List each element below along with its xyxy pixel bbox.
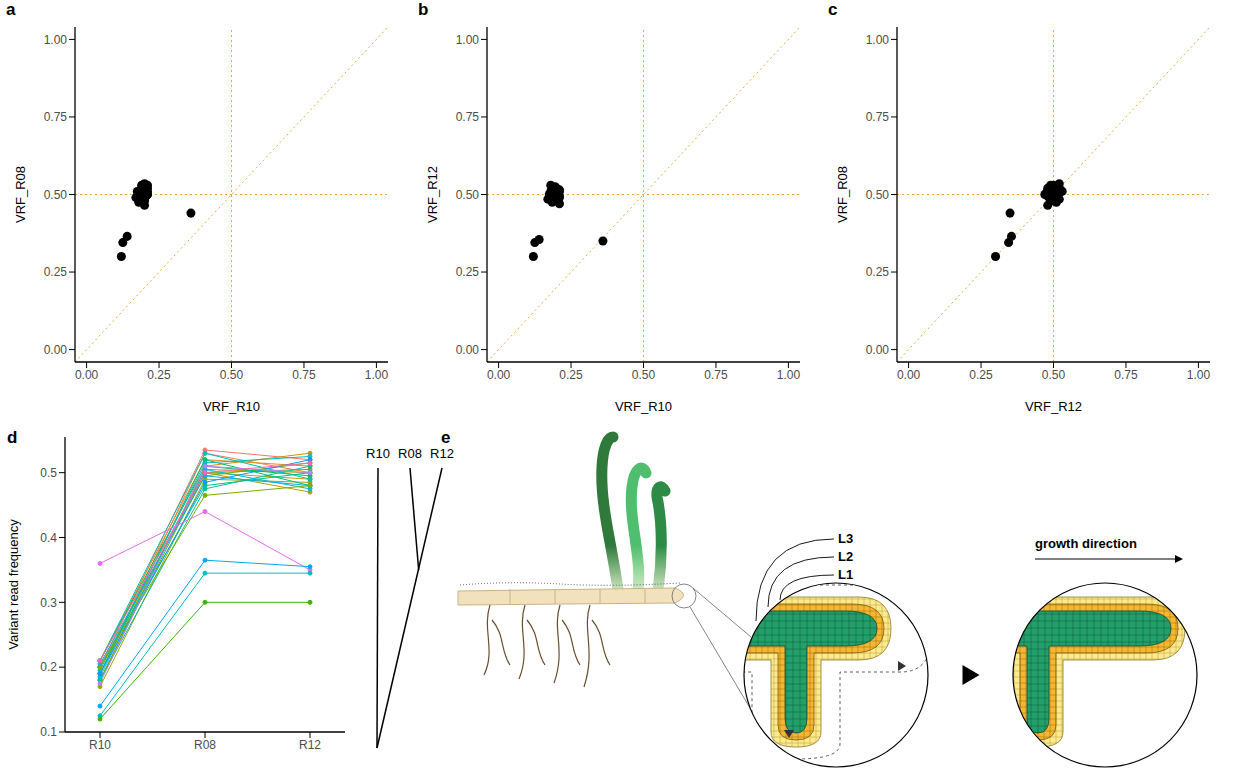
svg-text:R10: R10 bbox=[89, 738, 111, 752]
svg-text:1.00: 1.00 bbox=[866, 33, 890, 47]
svg-text:0.00: 0.00 bbox=[44, 343, 68, 357]
svg-text:0.75: 0.75 bbox=[704, 368, 728, 382]
svg-text:0.50: 0.50 bbox=[44, 188, 68, 202]
svg-text:R12: R12 bbox=[299, 738, 321, 752]
html-text:d: d bbox=[7, 428, 18, 447]
svg-text:VRF_R08: VRF_R08 bbox=[13, 166, 28, 223]
svg-text:0.25: 0.25 bbox=[969, 368, 993, 382]
svg-text:0.5: 0.5 bbox=[40, 466, 57, 480]
svg-text:0.50: 0.50 bbox=[456, 188, 480, 202]
svg-text:0.75: 0.75 bbox=[1114, 368, 1138, 382]
svg-text:0.00: 0.00 bbox=[456, 343, 480, 357]
svg-text:R08: R08 bbox=[194, 738, 216, 752]
svg-text:0.75: 0.75 bbox=[44, 110, 68, 124]
svg-text:0.2: 0.2 bbox=[40, 660, 57, 674]
svg-text:0.50: 0.50 bbox=[866, 188, 890, 202]
svg-text:VRF_R10: VRF_R10 bbox=[203, 399, 260, 414]
svg-text:1.00: 1.00 bbox=[456, 33, 480, 47]
svg-text:L1: L1 bbox=[838, 567, 853, 582]
svg-text:R10: R10 bbox=[366, 446, 390, 461]
svg-text:0.00: 0.00 bbox=[897, 368, 921, 382]
svg-text:0.25: 0.25 bbox=[559, 368, 583, 382]
svg-text:0.75: 0.75 bbox=[866, 110, 890, 124]
svg-text:1.00: 1.00 bbox=[777, 368, 801, 382]
svg-text:L2: L2 bbox=[838, 549, 853, 564]
svg-text:1.00: 1.00 bbox=[1187, 368, 1211, 382]
svg-text:0.50: 0.50 bbox=[1042, 368, 1066, 382]
svg-text:0.00: 0.00 bbox=[866, 343, 890, 357]
svg-text:0.75: 0.75 bbox=[456, 110, 480, 124]
html-text:a: a bbox=[6, 0, 16, 19]
svg-text:0.75: 0.75 bbox=[292, 368, 316, 382]
svg-text:0.25: 0.25 bbox=[866, 265, 890, 279]
svg-text:1.00: 1.00 bbox=[365, 368, 389, 382]
svg-text:R08: R08 bbox=[398, 446, 422, 461]
svg-text:0.00: 0.00 bbox=[487, 368, 511, 382]
svg-text:Variant read frequency: Variant read frequency bbox=[6, 519, 21, 650]
svg-text:1.00: 1.00 bbox=[44, 33, 68, 47]
svg-text:0.1: 0.1 bbox=[40, 725, 57, 739]
html-text:e: e bbox=[441, 428, 451, 447]
svg-text:R12: R12 bbox=[430, 446, 454, 461]
svg-text:VRF_R08: VRF_R08 bbox=[835, 166, 850, 223]
svg-text:0.25: 0.25 bbox=[456, 265, 480, 279]
svg-text:0.4: 0.4 bbox=[40, 531, 57, 545]
svg-text:0.25: 0.25 bbox=[147, 368, 171, 382]
svg-text:VRF_R10: VRF_R10 bbox=[615, 399, 672, 414]
svg-text:0.50: 0.50 bbox=[632, 368, 656, 382]
svg-text:0.25: 0.25 bbox=[44, 265, 68, 279]
html-text:c: c bbox=[828, 0, 838, 19]
svg-text:L3: L3 bbox=[838, 531, 853, 546]
svg-text:VRF_R12: VRF_R12 bbox=[425, 166, 440, 223]
svg-text:VRF_R12: VRF_R12 bbox=[1025, 399, 1082, 414]
svg-text:0.3: 0.3 bbox=[40, 596, 57, 610]
svg-text:growth direction: growth direction bbox=[1035, 536, 1137, 551]
html-text:b: b bbox=[418, 0, 429, 19]
svg-text:0.50: 0.50 bbox=[220, 368, 244, 382]
svg-text:0.00: 0.00 bbox=[75, 368, 99, 382]
